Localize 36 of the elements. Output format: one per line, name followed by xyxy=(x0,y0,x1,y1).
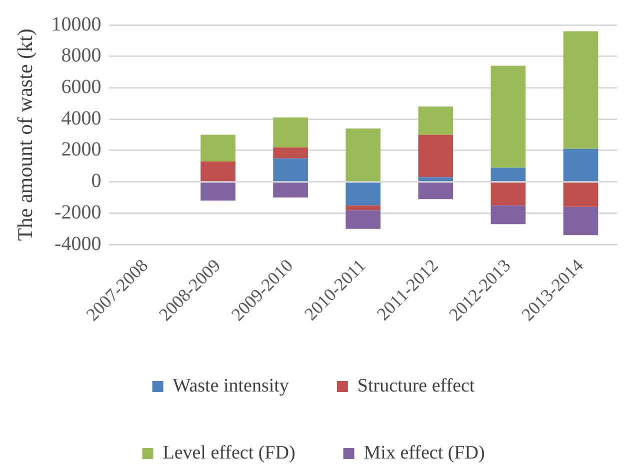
bar xyxy=(273,158,308,182)
legend-label: Structure effect xyxy=(357,375,476,396)
bar xyxy=(273,118,308,148)
bar xyxy=(273,182,308,198)
bar xyxy=(490,168,526,182)
bar xyxy=(418,177,454,182)
bar xyxy=(418,182,454,200)
bar xyxy=(563,182,598,207)
bar xyxy=(490,205,526,224)
bar xyxy=(346,205,381,210)
bar xyxy=(418,106,454,135)
bar xyxy=(273,147,308,158)
bar xyxy=(346,128,381,182)
bar xyxy=(346,182,381,206)
y-axis-title: The amount of waste (kt) xyxy=(13,28,38,241)
legend-label: Mix effect (FD) xyxy=(364,442,485,464)
y-tick-label: -2000 xyxy=(54,201,102,224)
y-tick-label: 8000 xyxy=(61,44,102,67)
y-tick-label: 6000 xyxy=(61,76,102,98)
bar xyxy=(563,206,598,236)
bar xyxy=(346,210,381,229)
legend-label: Level effect (FD) xyxy=(162,442,296,464)
bar xyxy=(563,31,598,149)
bar xyxy=(200,161,236,182)
legend-label: Waste intensity xyxy=(172,375,290,396)
bar xyxy=(200,134,236,162)
y-tick-label: 0 xyxy=(91,170,102,192)
bar xyxy=(490,182,526,206)
y-tick-label: 2000 xyxy=(61,138,102,161)
y-tick-label: -4000 xyxy=(54,232,102,255)
bar xyxy=(200,182,236,201)
bar xyxy=(563,148,598,182)
y-tick-label: 10000 xyxy=(51,13,102,36)
bar xyxy=(490,66,526,168)
bar xyxy=(418,134,454,178)
y-tick-label: 4000 xyxy=(61,107,102,130)
